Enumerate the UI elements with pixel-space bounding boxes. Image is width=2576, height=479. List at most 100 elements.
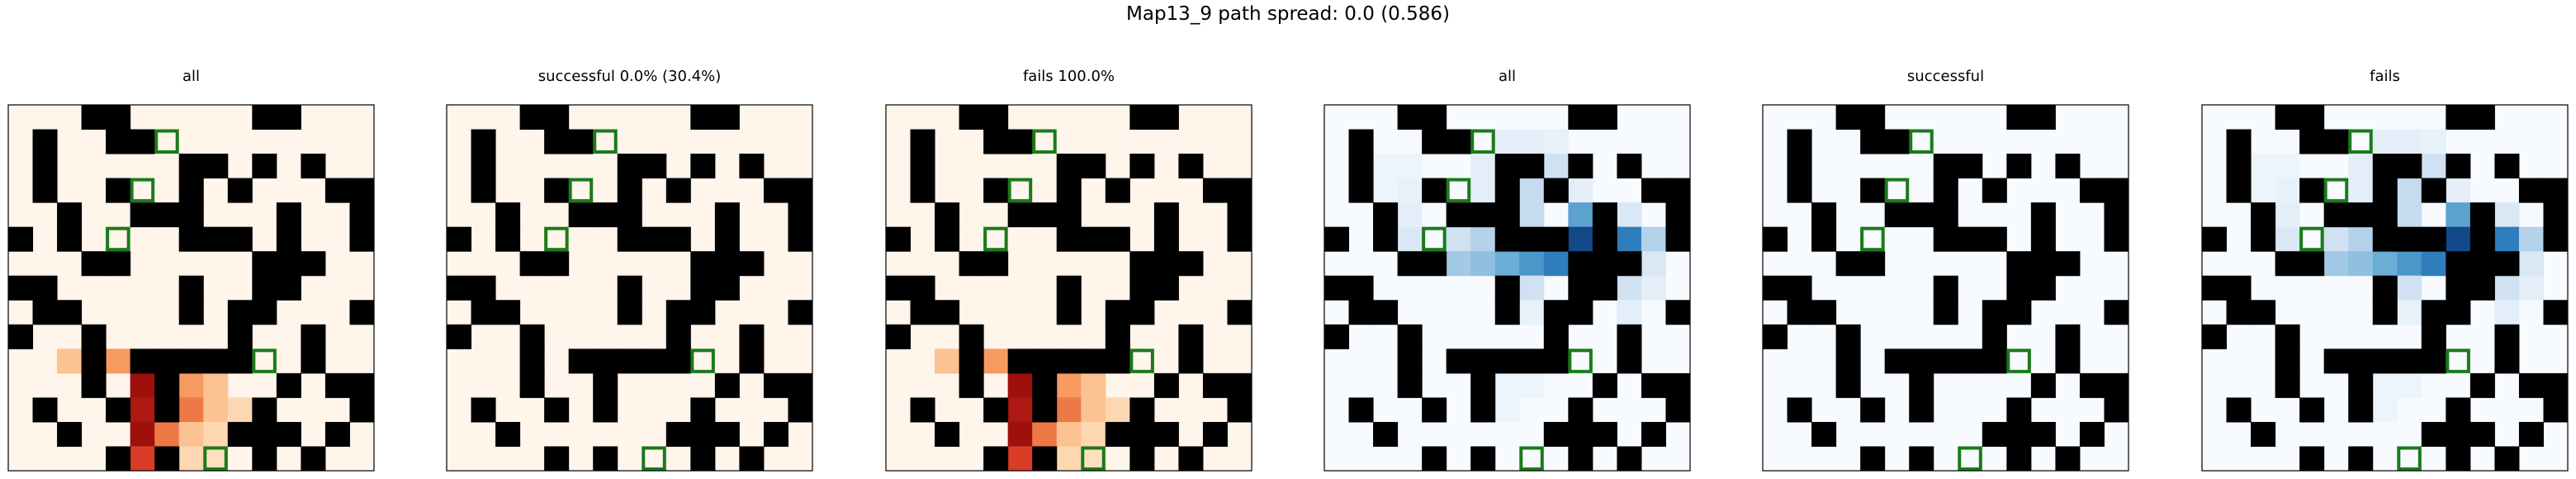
heat-cell — [57, 349, 83, 374]
wall-cell — [642, 349, 667, 374]
wall-cell — [1324, 226, 1350, 252]
goal-marker — [1422, 226, 1447, 252]
heatmap-panel: fails 100.0% — [885, 68, 1252, 472]
wall-cell — [690, 251, 716, 277]
wall-cell — [1422, 129, 1447, 154]
wall-cell — [495, 421, 521, 447]
heat-cell — [2494, 300, 2520, 325]
wall-cell — [1227, 300, 1252, 325]
wall-cell — [2104, 202, 2129, 228]
wall-cell — [2079, 421, 2105, 447]
panel-title: all — [182, 68, 200, 85]
wall-cell — [568, 129, 594, 154]
wall-cell — [1494, 349, 1520, 374]
heat-cell — [1519, 129, 1545, 154]
wall-cell — [788, 300, 813, 325]
heat-cell — [130, 446, 155, 472]
goal-marker — [2299, 226, 2324, 252]
wall-cell — [1884, 349, 1910, 374]
heat-cell — [1032, 421, 1058, 447]
wall-cell — [983, 105, 1009, 130]
heat-cell — [2397, 202, 2422, 228]
wall-cell — [1373, 300, 1399, 325]
heat-cell — [2397, 251, 2422, 277]
wall-cell — [2446, 446, 2471, 472]
wall-cell — [1860, 251, 1886, 277]
wall-cell — [544, 129, 570, 154]
wall-cell — [178, 178, 204, 203]
wall-cell — [1470, 349, 1496, 374]
wall-cell — [1470, 446, 1496, 472]
wall-cell — [447, 226, 472, 252]
wall-cell — [1081, 226, 1106, 252]
wall-cell — [324, 178, 350, 203]
goal-marker — [252, 349, 277, 373]
goal-marker — [1032, 129, 1057, 154]
heat-cell — [2348, 226, 2374, 252]
wall-cell — [301, 324, 326, 349]
wall-cell — [2030, 202, 2056, 228]
wall-cell — [1884, 129, 1910, 154]
wall-cell — [886, 275, 912, 301]
heat-cell — [1081, 446, 1106, 472]
wall-cell — [2006, 397, 2032, 423]
wall-cell — [227, 178, 253, 203]
heatmap-panel: fails — [2201, 68, 2569, 472]
wall-cell — [1592, 226, 1617, 252]
wall-cell — [2494, 251, 2520, 277]
wall-cell — [2299, 397, 2325, 423]
wall-cell — [1422, 251, 1447, 277]
heat-cell — [1617, 300, 1642, 325]
goal-marker — [106, 226, 130, 252]
wall-cell — [1568, 154, 1593, 179]
wall-cell — [2323, 349, 2349, 374]
wall-cell — [519, 349, 545, 374]
heat-cell — [1446, 251, 1471, 277]
wall-cell — [57, 300, 83, 325]
heat-cell — [1519, 251, 1545, 277]
wall-cell — [178, 154, 204, 179]
wall-cell — [544, 178, 570, 203]
goal-marker — [1129, 349, 1154, 373]
wall-cell — [2275, 251, 2300, 277]
wall-cell — [1129, 300, 1155, 325]
panel-title: successful — [1907, 68, 1984, 85]
heat-cell — [2372, 251, 2398, 277]
heat-cell — [130, 397, 155, 423]
wall-cell — [471, 178, 496, 203]
heat-cell — [2397, 275, 2422, 301]
heat-cell — [2372, 129, 2398, 154]
wall-cell — [544, 446, 570, 472]
wall-cell — [1787, 300, 1812, 325]
wall-cell — [1933, 349, 1958, 374]
wall-cell — [1763, 226, 1788, 252]
wall-cell — [2299, 178, 2325, 203]
heat-cell — [2323, 251, 2349, 277]
wall-cell — [2421, 349, 2446, 374]
goal-marker — [983, 226, 1008, 252]
wall-cell — [665, 421, 691, 447]
heat-cell — [130, 421, 155, 447]
wall-cell — [1153, 226, 1179, 252]
heatmap-panel: all — [7, 68, 375, 472]
wall-cell — [690, 300, 716, 325]
heatmap-panel: successful — [1762, 68, 2129, 472]
wall-cell — [1178, 154, 1204, 179]
wall-cell — [788, 202, 813, 228]
wall-cell — [1592, 372, 1617, 398]
wall-cell — [252, 275, 277, 301]
wall-cell — [2299, 129, 2325, 154]
heat-cell — [1397, 154, 1423, 179]
heat-cell — [2275, 226, 2300, 252]
wall-cell — [2421, 178, 2446, 203]
wall-cell — [1056, 300, 1082, 325]
wall-cell — [1056, 275, 1082, 301]
wall-cell — [714, 251, 740, 277]
wall-cell — [1909, 397, 1934, 423]
wall-cell — [714, 275, 740, 301]
wall-cell — [1568, 300, 1593, 325]
wall-cell — [617, 349, 642, 374]
wall-cell — [1032, 349, 1058, 374]
wall-cell — [1348, 300, 1374, 325]
heat-cell — [1007, 421, 1033, 447]
